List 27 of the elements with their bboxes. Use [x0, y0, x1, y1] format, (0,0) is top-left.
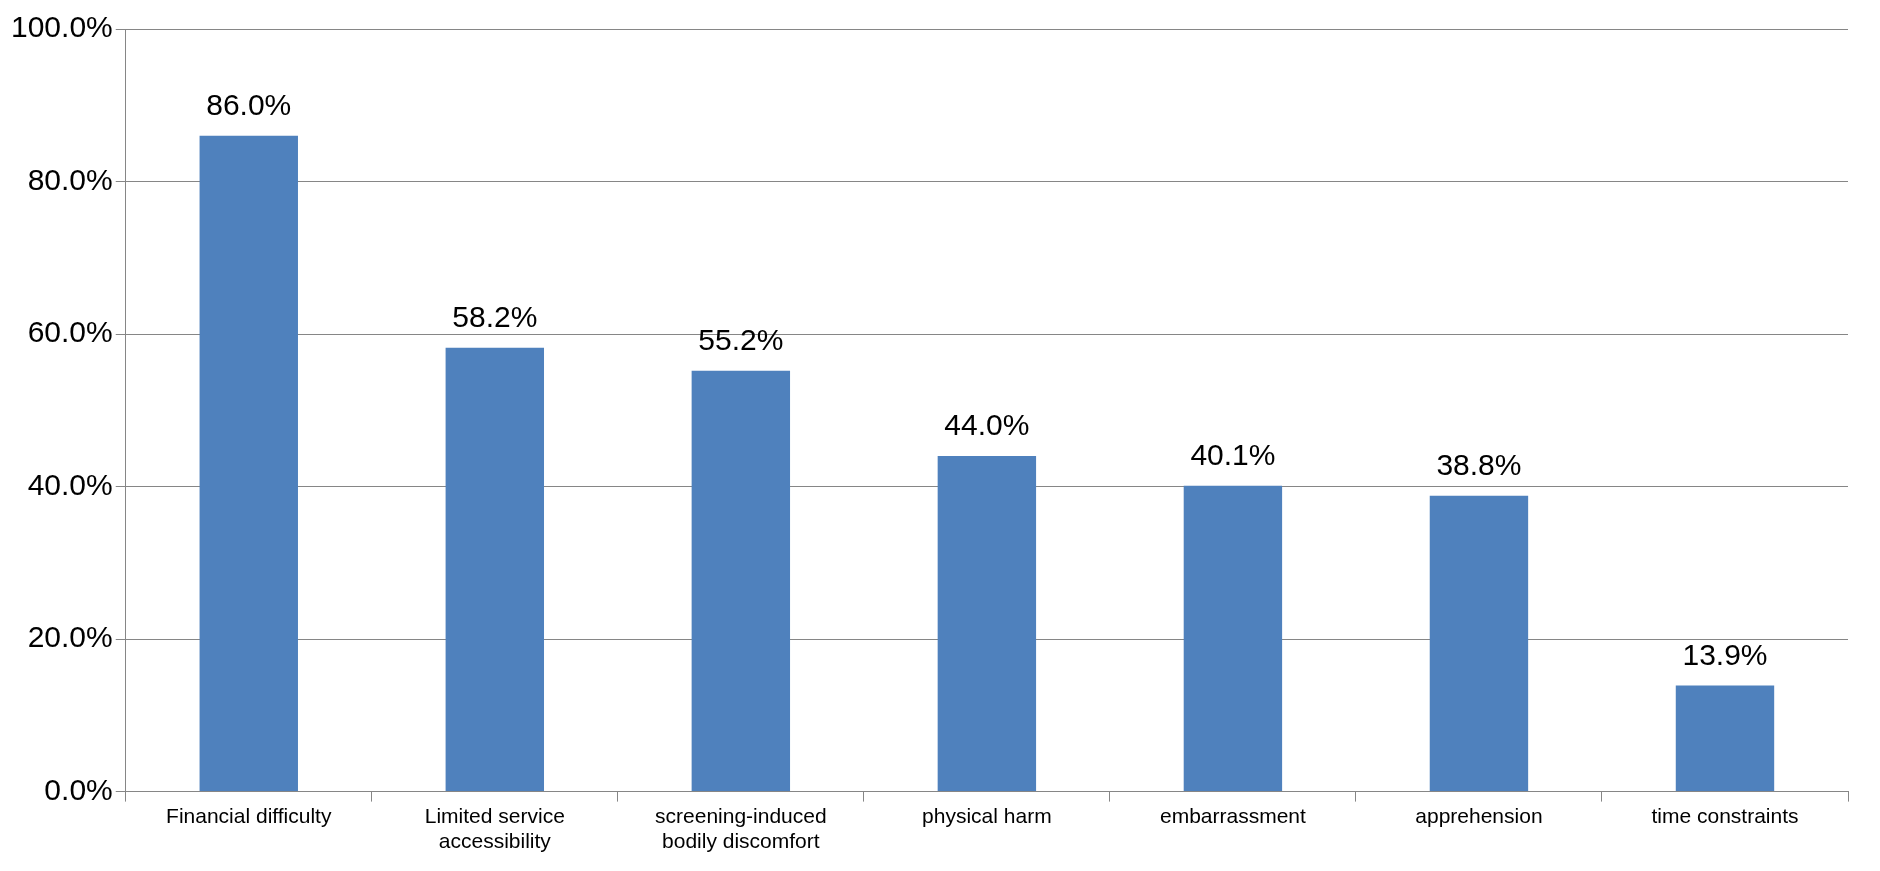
y-tick-label: 0.0% [44, 772, 113, 806]
data-label: 38.8% [1436, 447, 1522, 481]
data-label: 13.9% [1682, 637, 1768, 671]
x-tick-label: physical harm [922, 804, 1052, 827]
y-tick-label: 60.0% [27, 315, 113, 349]
bar [445, 347, 545, 792]
x-tick-label: embarrassment [1159, 804, 1307, 827]
x-tick-label: screening-induced bodily discomfort [655, 804, 827, 853]
y-tick-label: 100.0% [11, 10, 113, 44]
bar [199, 135, 298, 792]
y-tick-label: 20.0% [27, 620, 113, 654]
data-label: 40.1% [1190, 438, 1276, 472]
x-tick-label: Financial difficulty [166, 804, 332, 827]
data-label: 44.0% [944, 408, 1030, 442]
data-label: 55.2% [698, 322, 784, 356]
bar [937, 456, 1037, 792]
bar [691, 370, 791, 792]
data-label: 58.2% [452, 300, 538, 334]
bar [1429, 495, 1529, 792]
data-label: 86.0% [206, 88, 292, 122]
bar [1183, 485, 1283, 792]
x-tick-label: Limited service accessibility [424, 804, 565, 853]
x-tick-label: time constraints [1651, 804, 1799, 827]
y-tick-label: 80.0% [27, 162, 113, 196]
y-tick-label: 40.0% [27, 467, 113, 501]
x-tick-label: apprehension [1415, 804, 1543, 827]
bar [1675, 685, 1775, 792]
